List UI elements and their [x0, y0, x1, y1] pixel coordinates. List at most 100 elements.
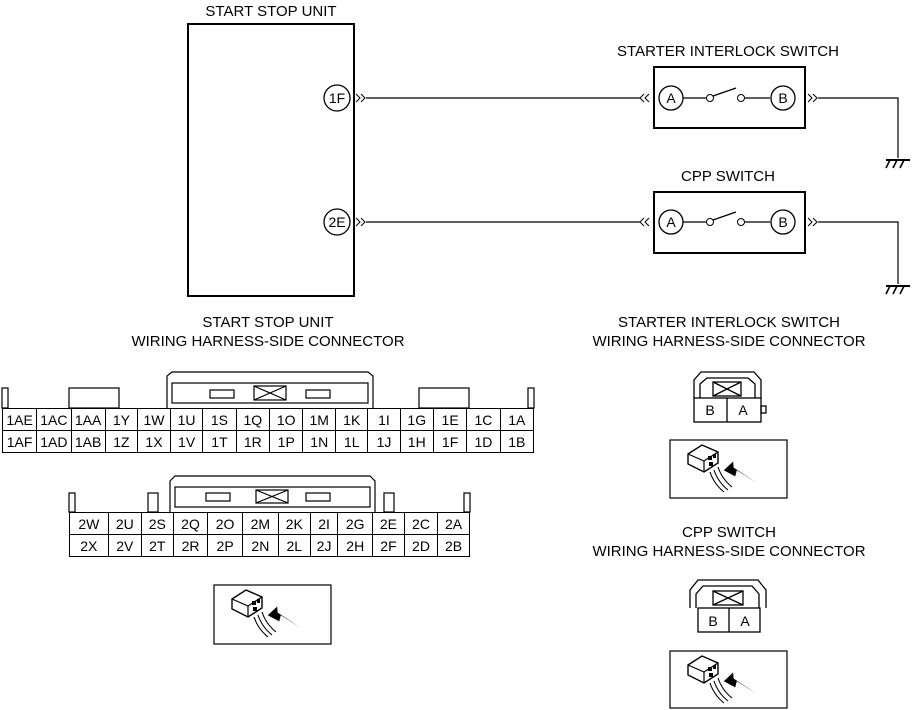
sis-connector-housing	[693, 371, 767, 423]
pin-cell: 2X	[69, 534, 109, 557]
ground-icon	[885, 159, 910, 169]
pin-cell: 1P	[269, 430, 304, 453]
sis-connector-title-line1: STARTER INTERLOCK SWITCH	[618, 314, 840, 331]
pin-cell: 2F	[372, 534, 405, 557]
pin-cell: 1W	[137, 408, 171, 431]
cpp-ground-wire	[818, 221, 899, 284]
pin-cell: 1D	[466, 430, 501, 453]
cpp-switch-blade	[712, 211, 737, 221]
ssu-connector2-housing	[68, 475, 471, 513]
pin-cell: 2K	[277, 512, 311, 535]
sis-contact-left	[706, 94, 714, 102]
pin-row: 2X 2V 2T 2R 2P 2N 2L 2J 2H 2F 2D 2B	[69, 534, 470, 557]
pin-cell: 2H	[337, 534, 374, 557]
cpp-connector-pin-b: B	[708, 613, 717, 629]
pin-cell: 1N	[302, 430, 337, 453]
cpp-connector-housing	[689, 579, 767, 633]
pin-cell: 2G	[337, 512, 374, 535]
terminal-1f	[323, 84, 351, 112]
cpp-terminal-b	[770, 209, 796, 235]
connector-chevron-1f	[355, 93, 366, 103]
pin-cell: 1F	[432, 430, 468, 453]
pin-cell: 1L	[335, 430, 369, 453]
start-stop-unit-box	[187, 23, 355, 297]
ssu-connector1-pin-table: 1AE 1AC 1AA 1Y 1W 1U 1S 1Q 1O 1M 1K 1I 1G 1E 1C 1A 1AF 1A…	[1, 408, 535, 453]
pin-cell: 2Q	[172, 512, 209, 535]
pin-cell: 1AC	[36, 408, 72, 431]
pin-cell: 2C	[403, 512, 439, 535]
pin-cell: 2E	[372, 512, 405, 535]
pin-cell: 2A	[437, 512, 470, 535]
pin-cell: 1T	[202, 430, 237, 453]
starter-interlock-switch-box	[653, 66, 806, 129]
pin-row: 2W 2U 2S 2Q 2O 2M 2K 2I 2G 2E 2C 2A	[69, 512, 470, 535]
connector-chevron-sis-a	[639, 93, 650, 103]
sis-connector-title-line2: WIRING HARNESS-SIDE CONNECTOR	[592, 333, 865, 350]
start-stop-unit-title: START STOP UNIT	[205, 3, 336, 20]
pin-cell: 2B	[437, 534, 470, 557]
sis-connector-pin-b: B	[705, 402, 714, 418]
sis-terminal-b	[770, 85, 796, 111]
cpp-connector-title-line2: WIRING HARNESS-SIDE CONNECTOR	[592, 543, 865, 560]
pin-cell: 2D	[403, 534, 439, 557]
pin-cell: 1R	[235, 430, 271, 453]
connector-chevron-2e	[355, 217, 366, 227]
pin-cell: 1AD	[36, 430, 72, 453]
pin-cell: 1K	[335, 408, 369, 431]
sis-ground-wire	[818, 97, 899, 158]
pin-cell: 1AA	[70, 408, 106, 431]
sis-terminal-a-label: A	[666, 90, 676, 106]
pin-cell: 1A	[499, 408, 535, 431]
pin-cell: 1Z	[104, 430, 139, 453]
cpp-terminal-b-label: B	[778, 214, 787, 230]
terminal-2e	[323, 208, 351, 236]
connector-chevron-cpp-b	[807, 217, 818, 227]
pin-cell: 2J	[309, 534, 339, 557]
pin-cell: 1Q	[235, 408, 271, 431]
connector-chevron-cpp-a	[639, 217, 650, 227]
pin-cell: 2U	[107, 512, 142, 535]
pin-cell: 1AB	[70, 430, 106, 453]
pin-cell: 2O	[207, 512, 243, 535]
pin-cell: 1G	[399, 408, 434, 431]
pin-cell: 1AF	[1, 430, 38, 453]
pin-cell: 2T	[140, 534, 174, 557]
pin-cell: 2P	[207, 534, 243, 557]
pin-cell: 2W	[69, 512, 109, 535]
cpp-switch-title: CPP SWITCH	[681, 168, 775, 185]
ground-icon	[885, 285, 910, 295]
sis-connector-pin-a: A	[738, 402, 748, 418]
pin-cell: 1C	[466, 408, 501, 431]
pin-cell: 2S	[140, 512, 174, 535]
cpp-contact-left	[706, 218, 714, 226]
pin-cell: 1H	[399, 430, 434, 453]
cpp-connector-title-line1: CPP SWITCH	[682, 524, 776, 541]
pin-cell: 1S	[202, 408, 237, 431]
pin-cell: 1AE	[1, 408, 38, 431]
ssu-connector2-pin-table: 2W 2U 2S 2Q 2O 2M 2K 2I 2G 2E 2C 2A 2X 2V 2T 2R 2P 2N 2L 2J…	[69, 512, 470, 557]
pin-cell: 1Y	[104, 408, 139, 431]
ssu-connector-title-line1: START STOP UNIT	[202, 314, 333, 331]
pin-cell: 2M	[241, 512, 279, 535]
sis-contact-right	[737, 94, 745, 102]
sis-switch-blade	[712, 87, 737, 97]
pin-cell: 1U	[169, 408, 204, 431]
pin-cell: 1X	[137, 430, 171, 453]
ssu-connector1-housing	[1, 371, 535, 409]
sis-terminal-b-label: B	[778, 90, 787, 106]
connector-view-icon	[213, 584, 332, 645]
pin-cell: 2N	[241, 534, 279, 557]
terminal-2e-label: 2E	[328, 214, 345, 230]
pin-row: 1AF 1AD 1AB 1Z 1X 1V 1T 1R 1P 1N 1L 1J 1H 1F 1D 1B	[1, 430, 535, 453]
cpp-connector-pin-a: A	[740, 613, 750, 629]
pin-cell: 1B	[499, 430, 535, 453]
pin-cell: 2I	[309, 512, 339, 535]
pin-cell: 2R	[172, 534, 209, 557]
pin-row: 1AE 1AC 1AA 1Y 1W 1U 1S 1Q 1O 1M 1K 1I 1G 1E 1C 1A	[1, 408, 535, 431]
cpp-contact-right	[737, 218, 745, 226]
pin-cell: 1E	[432, 408, 468, 431]
pin-cell: 1J	[367, 430, 401, 453]
connector-view-icon	[669, 650, 788, 709]
pin-cell: 1M	[302, 408, 337, 431]
ssu-connector-title-line2: WIRING HARNESS-SIDE CONNECTOR	[131, 333, 404, 350]
